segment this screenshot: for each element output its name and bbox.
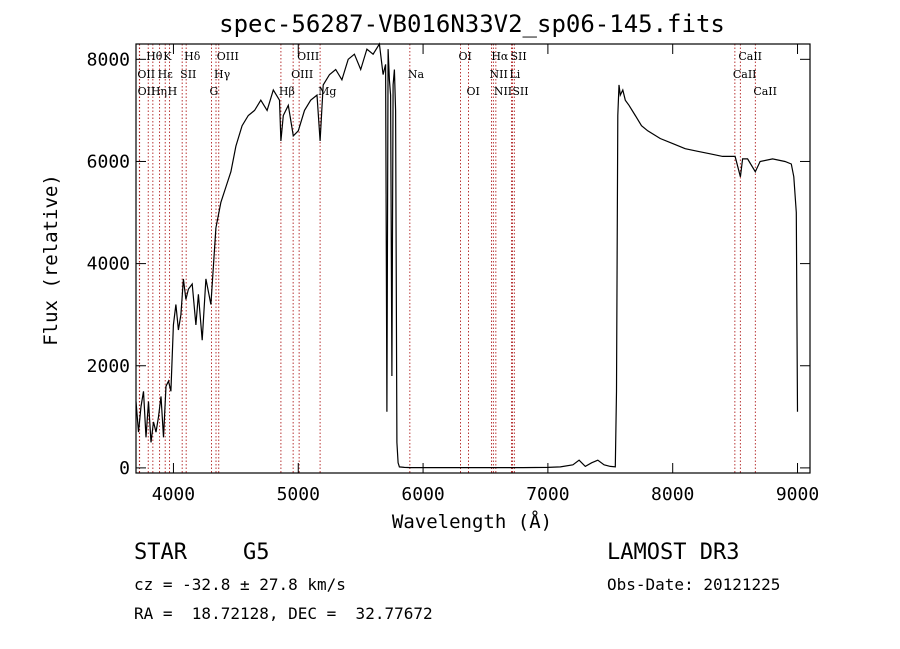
observation-date: Obs-Date: 20121225 — [607, 575, 781, 594]
line-label: K — [163, 50, 172, 63]
x-tick-label: 6000 — [401, 484, 444, 505]
plot-frame — [135, 43, 811, 474]
line-label: OIII — [291, 68, 313, 81]
line-label: Hα — [491, 50, 509, 63]
line-label: OIII — [297, 50, 319, 63]
line-label: Na — [408, 68, 425, 81]
line-label: OII — [137, 68, 155, 81]
x-tick-label: 8000 — [651, 484, 694, 505]
x-tick-label: 5000 — [277, 484, 320, 505]
line-label: SII — [510, 50, 526, 63]
y-tick-label: 0 — [119, 458, 130, 479]
line-label: NII — [494, 85, 512, 98]
line-label: OI — [467, 85, 480, 98]
flux-series-line — [135, 42, 799, 469]
line-label: Mg — [318, 85, 336, 98]
y-tick-label: 2000 — [87, 356, 130, 377]
line-label: Li — [509, 68, 520, 81]
y-tick-label: 6000 — [87, 151, 130, 172]
line-label: OII — [138, 85, 156, 98]
line-label: Hγ — [214, 68, 231, 81]
line-label: G — [210, 85, 219, 98]
line-label: CaII — [753, 85, 777, 98]
line-label: Hη — [151, 85, 167, 98]
line-label: SII — [512, 85, 528, 98]
x-axis-label: Wavelength (Å) — [392, 510, 552, 533]
y-axis-label: Flux (relative) — [40, 174, 62, 346]
x-tick-label: 4000 — [152, 484, 195, 505]
line-label: CaII — [738, 50, 762, 63]
line-label: CaII — [733, 68, 757, 81]
line-label: NII — [489, 68, 507, 81]
x-axis-ticks: 4000 5000 6000 7000 8000 9000 — [152, 44, 819, 505]
object-subclass: G5 — [243, 540, 270, 565]
chart-title: spec-56287-VB016N33V2_sp06-145.fits — [219, 10, 725, 38]
line-label: SII — [180, 68, 196, 81]
y-axis-ticks: 0 2000 4000 6000 8000 — [87, 49, 810, 479]
x-tick-label: 9000 — [776, 484, 819, 505]
emission-line-markers — [138, 44, 756, 473]
coordinates: RA = 18.72128, DEC = 32.77672 — [134, 604, 433, 623]
y-tick-label: 4000 — [87, 254, 130, 275]
line-label: Hθ — [146, 50, 163, 63]
line-label: Hε — [158, 68, 174, 81]
line-label: Hβ — [279, 85, 295, 98]
x-tick-label: 7000 — [526, 484, 569, 505]
line-label: OI — [459, 50, 472, 63]
line-label: Hδ — [184, 50, 201, 63]
object-class: STAR — [134, 540, 187, 565]
line-label: OIII — [217, 50, 239, 63]
y-tick-label: 8000 — [87, 49, 130, 70]
survey-name: LAMOST DR3 — [607, 540, 740, 565]
redshift-velocity: cz = -32.8 ± 27.8 km/s — [134, 575, 346, 594]
line-label: H — [168, 85, 178, 98]
